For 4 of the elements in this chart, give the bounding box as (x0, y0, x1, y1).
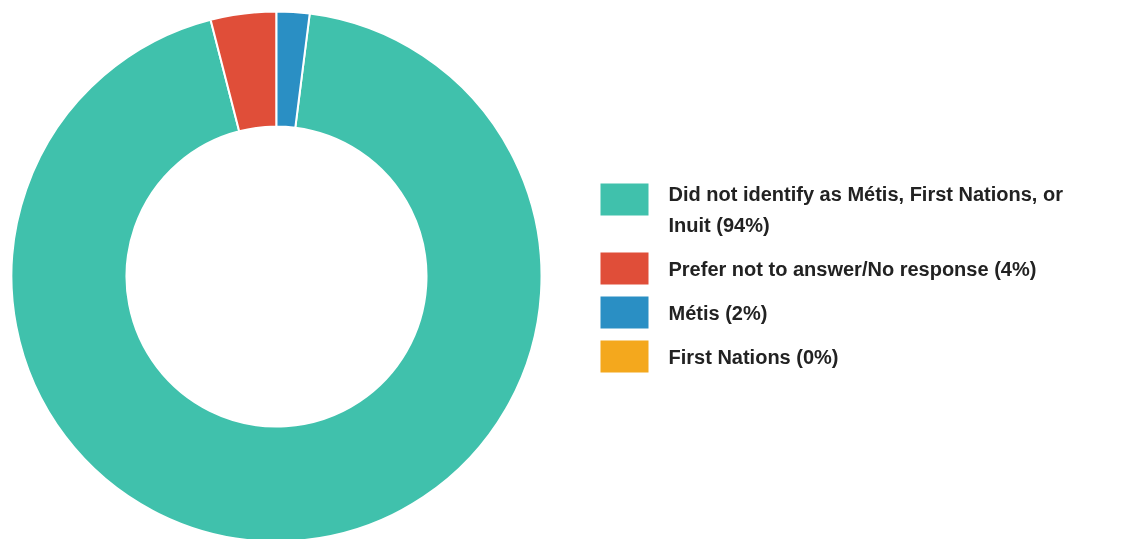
legend-label: First Nations (0%) (668, 345, 839, 368)
legend-label: Did not identify as Métis, First Nations, or Inuit (94%) (668, 182, 1064, 236)
legend-label: Métis (2%) (668, 301, 768, 324)
legend-label: Prefer not to answer/No response (4%) (668, 257, 1037, 280)
